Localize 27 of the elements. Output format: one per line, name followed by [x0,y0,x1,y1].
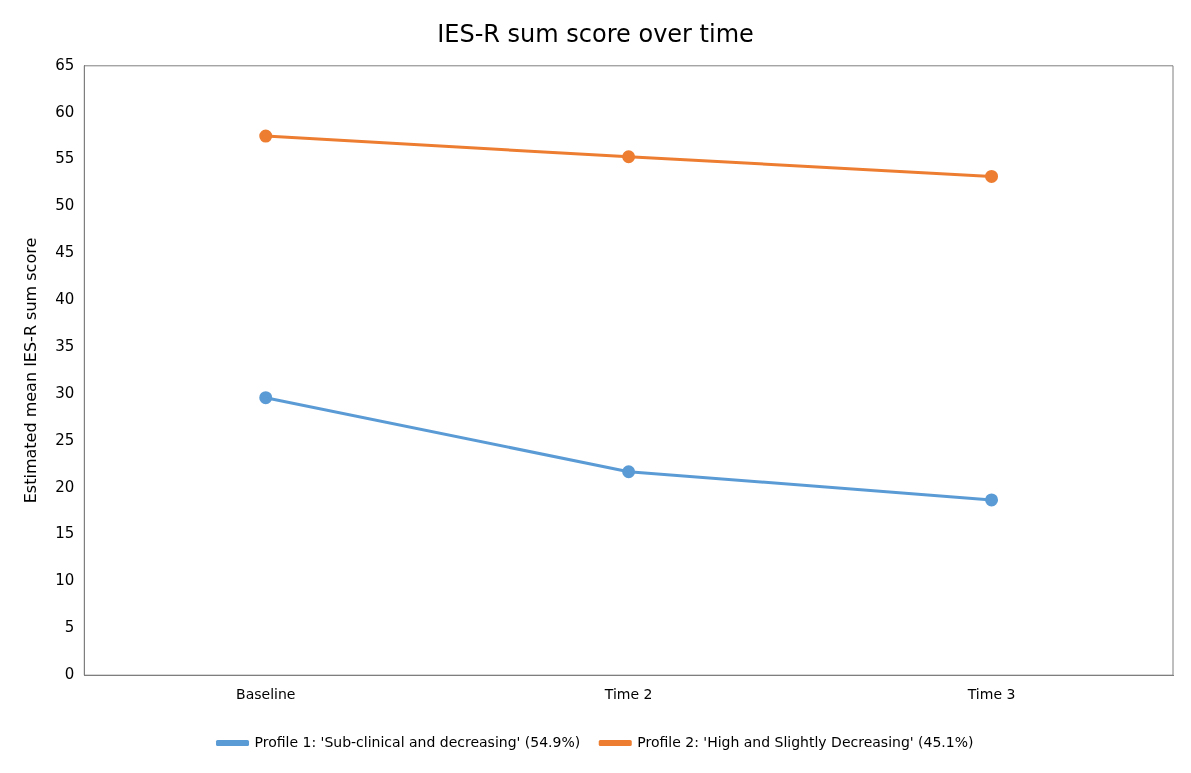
y-tick-label: 0 [64,665,75,684]
point [985,169,999,183]
y-tick-label: 30 [55,383,75,402]
chart-title: IES-R sum score over time [437,19,754,48]
legend-label: Profile 2: 'High and Slightly Decreasing' (45.1%) [637,733,974,750]
y-tick-label: 50 [55,196,75,215]
legend-label: Profile 1: 'Sub-clinical and decreasing' (54.9%) [254,733,581,750]
point [622,150,636,164]
point [259,391,273,405]
y-tick-label: 25 [55,430,75,449]
y-tick-label: 35 [55,336,75,355]
y-tick-label: 40 [55,290,75,309]
x-tick-label: Time 2 [603,686,653,703]
y-tick-label: 45 [55,243,75,262]
y-tick-label: 10 [55,571,75,590]
point [622,465,636,479]
point [985,493,999,507]
y-tick-label: 5 [64,618,75,637]
y-tick-label: 15 [55,524,75,543]
x-tick-label: Time 3 [966,686,1016,703]
y-tick-label: 55 [55,149,75,168]
y-tick-label: 60 [55,102,75,121]
point [259,129,273,143]
y-tick-label: 20 [55,477,75,496]
x-tick-label: Baseline [236,686,296,703]
y-tick-label: 65 [55,55,75,74]
y-axis-title: Estimated mean IES-R sum score [20,237,40,504]
